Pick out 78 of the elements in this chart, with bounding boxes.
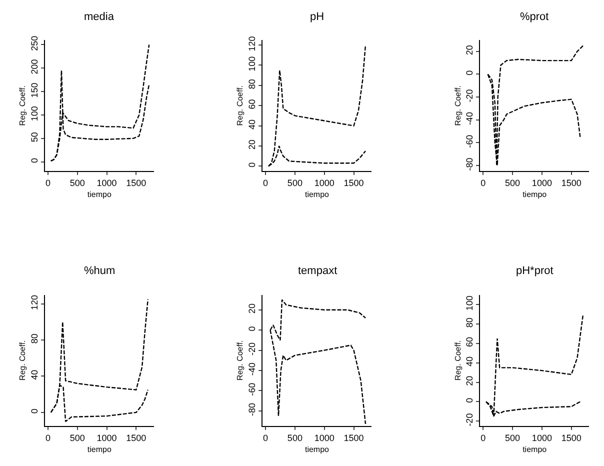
y-tick-label: -20 xyxy=(464,413,475,426)
x-tick-label: 500 xyxy=(287,432,302,443)
x-tick-label: 1500 xyxy=(344,432,364,443)
x-tick-label: 1500 xyxy=(344,178,364,188)
x-tick-label: 1500 xyxy=(126,178,146,188)
y-tick-label: -80 xyxy=(247,403,257,416)
y-tick-label: -40 xyxy=(464,112,475,126)
x-axis-title: tiempo xyxy=(522,190,548,200)
y-axis-title: Reg. Coeff. xyxy=(236,340,245,381)
y-tick-label: -20 xyxy=(247,342,257,356)
y-tick-label: -60 xyxy=(247,382,257,396)
y-tick-label: 20 xyxy=(247,304,257,314)
x-tick-label: 1500 xyxy=(561,432,582,443)
y-axis-title: Reg. Coeff. xyxy=(18,340,28,381)
x-tick-label: 1000 xyxy=(314,432,334,443)
x-tick-label: 1000 xyxy=(96,178,117,188)
y-tick-label: 100 xyxy=(464,296,475,311)
y-tick-label: 100 xyxy=(29,106,40,122)
x-tick-label: 1500 xyxy=(561,178,582,188)
x-axis-title: tiempo xyxy=(304,190,330,200)
x-tick-label: 1500 xyxy=(126,432,146,443)
y-tick-label: 20 xyxy=(247,140,257,150)
y-tick-label: 0 xyxy=(247,162,257,168)
x-axis-title: tiempo xyxy=(87,190,112,200)
y-tick-label: 0 xyxy=(464,70,475,76)
x-tick-label: 500 xyxy=(287,178,302,188)
y-tick-label: 0 xyxy=(464,398,475,403)
x-axis-title: tiempo xyxy=(87,444,112,454)
y-tick-label: 60 xyxy=(464,337,475,348)
x-tick-label: 1000 xyxy=(532,432,552,443)
chart-title: %prot xyxy=(520,11,549,23)
x-tick-label: 500 xyxy=(70,432,85,443)
x-tick-label: 500 xyxy=(505,432,520,443)
y-tick-label: 20 xyxy=(464,45,475,56)
y-tick-label: 0 xyxy=(29,158,40,164)
chart-title: tempaxt xyxy=(298,265,338,277)
x-tick-label: 0 xyxy=(263,432,268,443)
y-tick-label: -60 xyxy=(464,134,475,148)
x-tick-label: 500 xyxy=(505,178,520,188)
y-tick-label: 0 xyxy=(29,408,40,414)
x-axis-title: tiempo xyxy=(304,444,330,454)
y-tick-label: -20 xyxy=(464,89,475,102)
x-tick-label: 1000 xyxy=(96,432,117,443)
y-tick-label: 20 xyxy=(464,376,475,386)
y-tick-label: 150 xyxy=(29,82,40,98)
chart-title: media xyxy=(84,11,115,23)
y-tick-label: 120 xyxy=(29,294,40,310)
y-axis-title: Reg. Coeff. xyxy=(236,85,245,126)
x-axis-title: tiempo xyxy=(522,444,548,454)
y-tick-label: 40 xyxy=(29,370,40,380)
y-tick-label: 80 xyxy=(29,334,40,344)
y-tick-label: 80 xyxy=(464,318,475,328)
y-tick-label: 60 xyxy=(247,99,257,110)
x-tick-label: 0 xyxy=(480,178,486,188)
y-tick-label: 40 xyxy=(247,119,257,130)
x-tick-label: 0 xyxy=(45,178,50,188)
y-tick-label: -40 xyxy=(247,362,257,376)
y-tick-label: 0 xyxy=(247,326,257,332)
y-axis-title: Reg. Coeff. xyxy=(18,85,28,126)
chart-title: pH*prot xyxy=(516,265,554,277)
x-tick-label: 0 xyxy=(45,432,50,443)
x-tick-label: 1000 xyxy=(314,178,334,188)
x-tick-label: 500 xyxy=(70,178,85,188)
y-tick-label: 100 xyxy=(247,56,257,72)
y-tick-label: 80 xyxy=(247,79,257,90)
y-tick-label: 250 xyxy=(29,36,40,51)
y-tick-label: 200 xyxy=(29,59,40,74)
chart-title: %hum xyxy=(84,265,116,277)
x-tick-label: 0 xyxy=(263,178,268,188)
y-axis-title: Reg. Coeff. xyxy=(453,340,462,381)
x-tick-label: 0 xyxy=(480,432,486,443)
y-tick-label: -80 xyxy=(464,158,475,171)
y-tick-label: 40 xyxy=(464,356,475,366)
chart-title: pH xyxy=(310,11,324,23)
y-tick-label: 50 xyxy=(29,132,40,142)
y-tick-label: 120 xyxy=(247,36,257,52)
x-tick-label: 1000 xyxy=(532,178,552,188)
y-axis-title: Reg. Coeff. xyxy=(453,85,462,126)
